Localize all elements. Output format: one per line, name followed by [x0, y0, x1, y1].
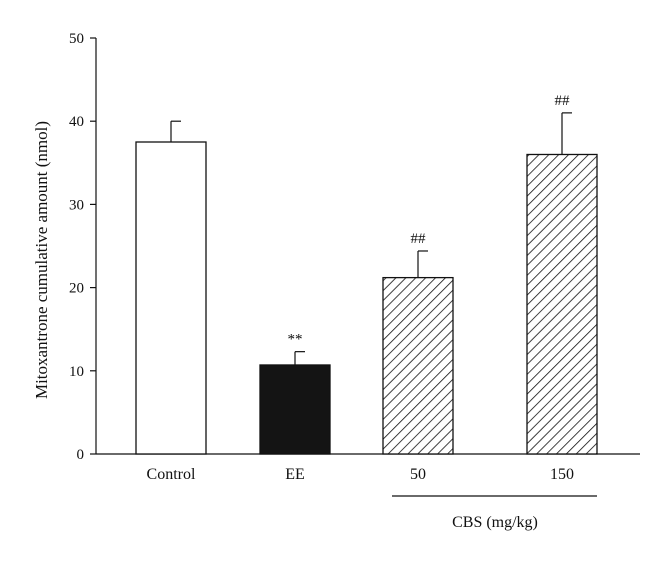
y-tick-label: 10 [69, 364, 84, 380]
significance-label: ## [411, 231, 427, 247]
bar-50 [382, 276, 454, 455]
y-axis-label: Mitoxantrone cumulative amount (nmol) [32, 121, 51, 399]
category-label: 50 [410, 466, 426, 483]
significance-label: ## [555, 93, 571, 109]
bar-ee [259, 364, 331, 455]
category-label: Control [147, 466, 196, 483]
category-label: EE [285, 466, 305, 483]
plot-area: 0 10 20 30 40 50 Control ** EE ## 50 ## 150 [69, 31, 640, 497]
significance-label: ** [288, 332, 303, 348]
category-label: 150 [550, 466, 574, 483]
bar-control [135, 141, 207, 455]
y-tick-label: 20 [69, 281, 84, 297]
y-tick-label: 0 [77, 447, 85, 463]
y-tick-label: 30 [69, 197, 84, 213]
bar-150 [526, 153, 598, 455]
y-tick-label: 40 [69, 114, 84, 130]
group-label: CBS (mg/kg) [452, 514, 538, 531]
y-tick-label: 50 [69, 31, 84, 47]
